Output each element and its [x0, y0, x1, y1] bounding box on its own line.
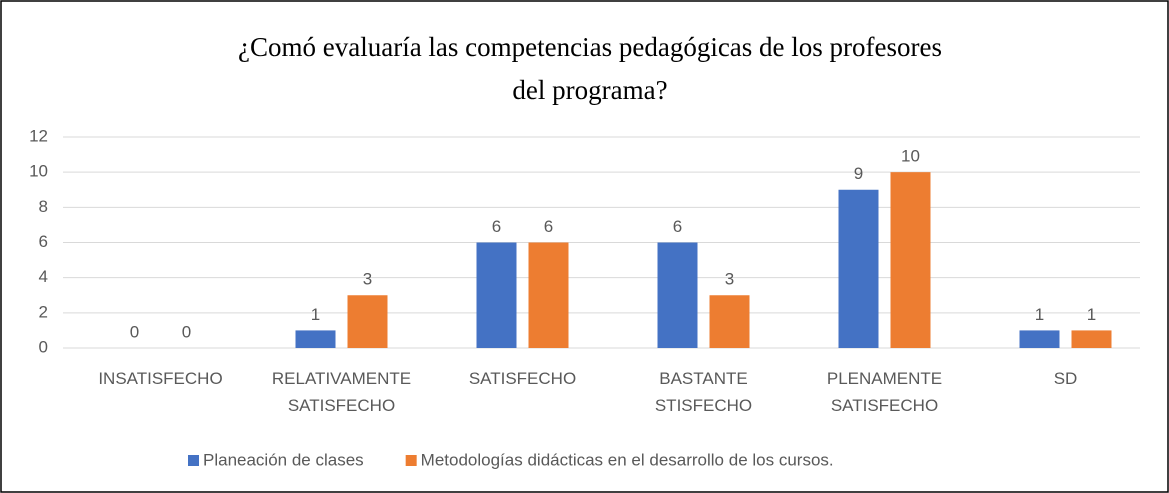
bar: [295, 330, 336, 348]
y-tick-label: 2: [39, 302, 48, 321]
y-tick-label: 12: [29, 126, 48, 145]
y-tick-label: 0: [39, 337, 48, 356]
x-tick-label: RELATIVAMENTE SATISFECHO: [272, 369, 411, 415]
y-tick-label: 6: [39, 232, 48, 251]
legend-swatch: [188, 455, 199, 466]
bar: [890, 172, 931, 348]
bar: [657, 242, 698, 348]
value-label: 0: [130, 322, 139, 341]
y-tick-label: 10: [29, 162, 48, 181]
y-tick-label: 8: [39, 197, 48, 216]
legend-label: Planeación de clases: [203, 450, 364, 469]
value-label: 6: [673, 217, 682, 236]
x-tick-label: SD: [1054, 369, 1078, 388]
x-tick-label: BASTANTE STISFECHO: [655, 369, 752, 415]
bar: [347, 295, 388, 348]
bar: [476, 242, 517, 348]
x-tick-label: INSATISFECHO: [98, 369, 222, 388]
value-label: 0: [182, 322, 191, 341]
bar: [709, 295, 750, 348]
legend-swatch: [405, 455, 417, 466]
y-tick-label: 4: [39, 267, 48, 286]
bar: [1019, 330, 1060, 348]
value-label: 1: [1087, 305, 1096, 324]
chart-title: ¿Comó evaluaría las competencias pedagóg…: [238, 32, 942, 105]
value-label: 6: [544, 217, 553, 236]
value-label: 3: [725, 270, 734, 289]
bar: [528, 242, 569, 348]
value-label: 1: [311, 305, 320, 324]
x-tick-label: PLENAMENTE SATISFECHO: [827, 369, 942, 415]
value-label: 3: [363, 270, 372, 289]
bar: [838, 189, 879, 348]
value-label: 6: [492, 217, 501, 236]
legend-label: Metodologías didácticas en el desarrollo…: [421, 450, 834, 469]
value-label: 10: [901, 147, 920, 166]
x-tick-label: SATISFECHO: [469, 369, 576, 388]
bar: [1071, 330, 1112, 348]
value-label: 1: [1035, 305, 1044, 324]
value-label: 9: [854, 164, 863, 183]
